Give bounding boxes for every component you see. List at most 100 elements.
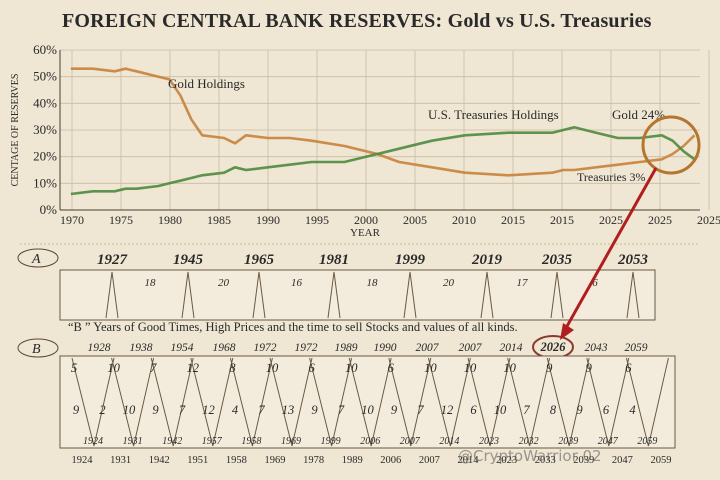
row-c-top-number: 10 — [424, 361, 437, 375]
row-b-year: 2043 — [585, 342, 608, 354]
annotation-gold-holdings: Gold Holdings — [168, 76, 245, 91]
row-c-inner-year: 1969 — [281, 436, 301, 447]
treasuries-holdings-line — [70, 126, 696, 196]
row-b-year: 2007 — [459, 342, 483, 354]
y-tick-label: 10% — [33, 175, 57, 190]
row-a-year: 1981 — [319, 252, 349, 268]
row-c-bottom-year: 1969 — [265, 455, 286, 466]
row-c-bottom-year: 1989 — [342, 455, 363, 466]
row-a-peak — [550, 271, 564, 319]
row-c-mid-number: 7 — [523, 403, 530, 417]
row-a-interval: 16 — [291, 277, 303, 289]
arrow-head — [560, 323, 574, 340]
row-a-interval: 18 — [145, 277, 157, 289]
row-c-mid-number: 9 — [576, 403, 583, 417]
x-tick-label: 2000 — [354, 213, 378, 227]
row-c-bottom-year: 1931 — [110, 455, 131, 466]
row-c-bottom-year: 2023 — [496, 455, 517, 466]
row-a-year: 1927 — [97, 252, 128, 268]
row-a-year: 1945 — [173, 252, 204, 268]
annotation-gold-pct: Gold 24% — [612, 107, 665, 122]
row-b-year: 2014 — [500, 342, 523, 354]
marker-a-badge — [17, 248, 59, 268]
row-c-mid-number: 4 — [232, 403, 238, 417]
row-c-top-number: 10 — [503, 361, 516, 375]
row-c-mid-number: 7 — [338, 403, 345, 417]
row-c-cycle — [625, 357, 669, 447]
x-tick-label: 1975 — [109, 213, 133, 227]
row-c-top-number: 9 — [586, 361, 593, 375]
row-b-year: 1954 — [171, 342, 194, 354]
row-a-interval: 20 — [443, 277, 455, 289]
row-c-inner-year: 2039 — [558, 436, 578, 447]
row-a-peak — [252, 271, 266, 319]
row-c-mid-number: 12 — [441, 403, 454, 417]
row-c-inner-year: 1924 — [83, 436, 103, 447]
row-c-mid-number: 7 — [179, 403, 186, 417]
y-tick-label: 60% — [33, 42, 57, 57]
row-c-inner-year: 1931 — [123, 436, 143, 447]
row-c-cycle — [111, 357, 155, 447]
marker-b: B — [32, 342, 41, 357]
row-c-top-number: 5 — [71, 361, 77, 375]
row-c-cycle — [586, 357, 630, 447]
annotation-treasuries-pct: Treasuries 3% — [577, 170, 646, 184]
row-c-cycle — [467, 357, 511, 447]
row-a-interval: 18 — [367, 277, 379, 289]
row-c-mid-number: 9 — [73, 403, 80, 417]
row-c-inner-year: 1942 — [162, 436, 182, 447]
row-c-inner-year: 2014 — [439, 436, 459, 447]
row-c-mid-number: 4 — [629, 403, 635, 417]
row-c-cycle — [546, 357, 590, 447]
row-c-mid-number: 13 — [282, 403, 295, 417]
row-c-bottom-year: 1951 — [187, 455, 208, 466]
row-b-year: 1968 — [213, 342, 236, 354]
row-c-bottom-year: 2047 — [612, 455, 633, 466]
row-c-top-number: 10 — [107, 361, 120, 375]
row-c-mid-number: 10 — [494, 403, 507, 417]
row-c-cycle — [388, 357, 432, 447]
row-c-mid-number: 10 — [361, 403, 374, 417]
row-c-inner-year: 1958 — [241, 436, 261, 447]
x-tick-label: 2010 — [452, 213, 476, 227]
row-a-year: 2035 — [541, 252, 573, 268]
row-c-bottom-year: 1958 — [226, 455, 247, 466]
row-c-cycle — [348, 357, 392, 447]
row-c-mid-number: 10 — [123, 403, 136, 417]
row-c-top-number: 8 — [229, 361, 236, 375]
row-c-bottom-year: 2006 — [380, 455, 401, 466]
row-c-cycle — [229, 357, 273, 447]
x-tick-label: 2025 — [599, 213, 623, 227]
row-c-bottom-year: 1978 — [303, 455, 324, 466]
x-tick-label: 1990 — [256, 213, 280, 227]
x-tick-label: 2005 — [403, 213, 427, 227]
y-tick-label: 20% — [33, 149, 57, 164]
row-c-bottom-year: 1942 — [149, 455, 170, 466]
row-c-bottom-year: 2059 — [651, 455, 672, 466]
row-b-year: 1990 — [374, 342, 397, 354]
row-c-top-number: 6 — [388, 361, 395, 375]
x-tick-label: 1980 — [158, 213, 182, 227]
row-c-bottom-year: 2039 — [573, 455, 594, 466]
row-c-mid-number: 2 — [99, 403, 105, 417]
row-c-bottom-year: 1924 — [72, 455, 94, 466]
row-c-cycle — [71, 357, 115, 447]
row-c-inner-year: 2023 — [479, 436, 499, 447]
row-a-year: 1999 — [395, 252, 426, 268]
row-c-top-number: 6 — [625, 361, 632, 375]
row-c-mid-number: 9 — [311, 403, 318, 417]
row-a-year: 2053 — [617, 252, 649, 268]
row-c-mid-number: 7 — [417, 403, 424, 417]
row-c-inner-year: 1957 — [202, 436, 223, 447]
x-tick-label: 2025 — [648, 213, 672, 227]
row-a-peak — [105, 271, 119, 319]
row-a-peak — [626, 271, 640, 319]
x-tick-label: 2015 — [550, 213, 574, 227]
row-c-top-number: 12 — [187, 361, 200, 375]
x-tick-label: 1970 — [60, 213, 84, 227]
row-c-mid-number: 8 — [550, 403, 557, 417]
row-b-year: 2059 — [625, 342, 648, 354]
arrow-line — [564, 167, 658, 329]
row-c-inner-year: 2059 — [637, 436, 657, 447]
row-c-top-number: 6 — [308, 361, 315, 375]
